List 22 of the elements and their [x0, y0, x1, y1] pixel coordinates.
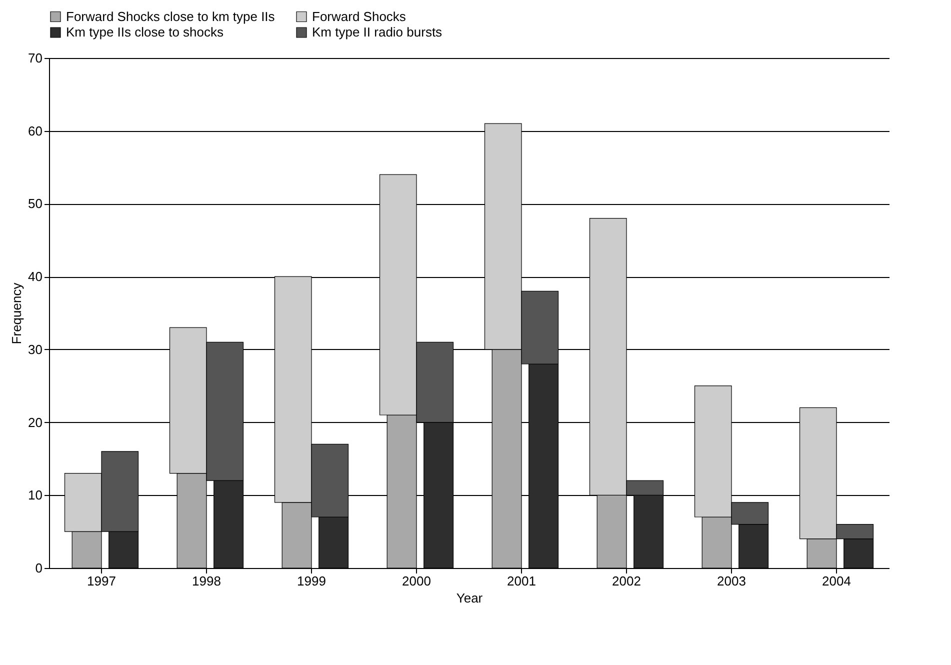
- x-tick-label: 1999: [297, 574, 326, 588]
- y-tick-label: 40: [28, 269, 42, 284]
- x-tick-label: 2002: [612, 574, 641, 588]
- x-tick-label: 1998: [192, 574, 221, 588]
- legend-label: Km type II radio bursts: [312, 24, 443, 40]
- x-tick-label: 2004: [822, 574, 851, 588]
- y-tick-label: 10: [28, 488, 42, 503]
- y-tick-label: 20: [28, 414, 42, 430]
- y-tick-label: 60: [28, 123, 42, 138]
- y-axis-title: Frequency: [9, 282, 24, 344]
- y-tick-label: 0: [35, 560, 42, 576]
- x-tick-label: 1997: [87, 574, 116, 588]
- x-tick-label: 2003: [717, 574, 746, 588]
- x-tick-label: 2001: [507, 574, 536, 588]
- y-tick-label: 50: [28, 196, 42, 212]
- legend-label: Km type IIs close to shocks: [66, 24, 224, 40]
- legend-label: Forward Shocks: [312, 8, 406, 24]
- x-tick-label: 2000: [402, 574, 431, 588]
- x-axis-title: Year: [456, 590, 484, 606]
- legend-label: Forward Shocks close to km type IIs: [66, 8, 276, 24]
- y-tick-label: 30: [28, 342, 42, 357]
- y-tick-label: 70: [28, 50, 42, 66]
